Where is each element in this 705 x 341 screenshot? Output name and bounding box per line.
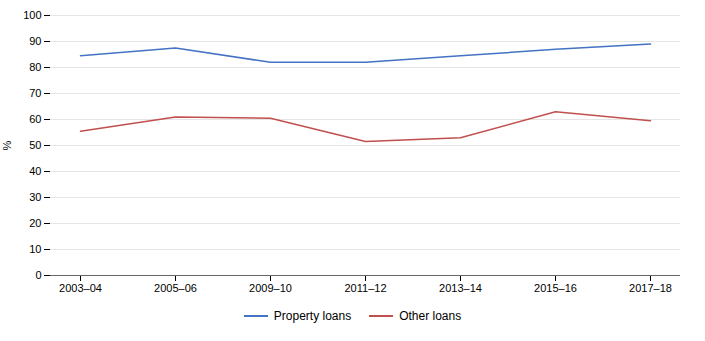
svg-text:20: 20 [29, 217, 41, 229]
svg-text:30: 30 [29, 191, 41, 203]
svg-text:60: 60 [29, 113, 41, 125]
svg-text:100: 100 [23, 9, 41, 21]
svg-text:2003–04: 2003–04 [59, 282, 102, 294]
svg-text:2005–06: 2005–06 [154, 282, 197, 294]
svg-text:2015–16: 2015–16 [534, 282, 577, 294]
html-text:Other loans: Other loans [399, 309, 462, 323]
svg-text:2013–14: 2013–14 [439, 282, 482, 294]
svg-text:90: 90 [29, 35, 41, 47]
svg-text:0: 0 [35, 269, 41, 281]
svg-text:50: 50 [29, 139, 41, 151]
svg-text:70: 70 [29, 87, 41, 99]
svg-text:10: 10 [29, 243, 41, 255]
svg-text:2009–10: 2009–10 [249, 282, 292, 294]
svg-text:%: % [1, 140, 13, 150]
svg-text:80: 80 [29, 61, 41, 73]
svg-text:2011–12: 2011–12 [344, 282, 386, 294]
svg-text:2017–18: 2017–18 [629, 282, 672, 294]
svg-text:40: 40 [29, 165, 41, 177]
html-text:Property loans: Property loans [273, 309, 352, 323]
